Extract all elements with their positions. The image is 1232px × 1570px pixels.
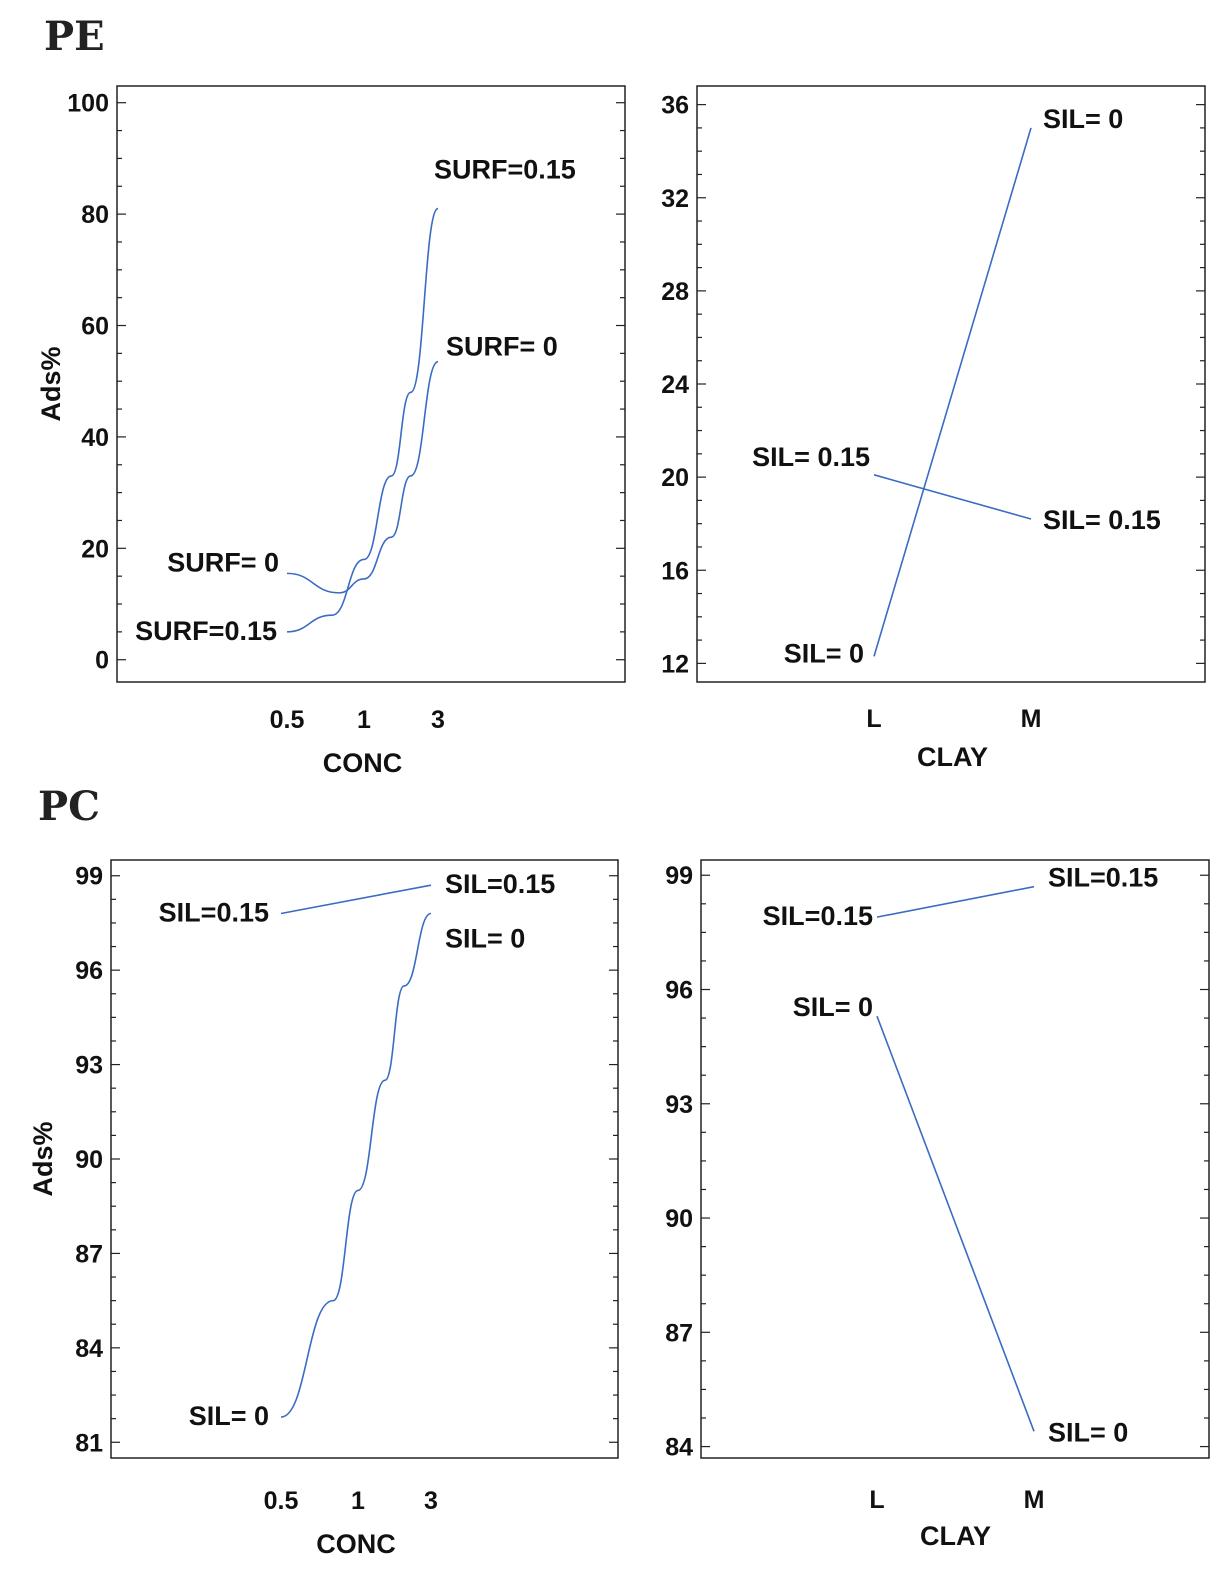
y-tick-label: 99 xyxy=(75,863,103,891)
y-tick-label: 99 xyxy=(665,862,693,890)
series-start-label: SIL=0.15 xyxy=(763,901,873,931)
y-tick-label: 100 xyxy=(67,90,109,118)
series-line xyxy=(876,1015,1035,1432)
series-end-label: SIL= 0 xyxy=(1048,1417,1128,1447)
series-line xyxy=(286,207,439,633)
x-tick-label: 1 xyxy=(357,706,371,734)
series-start-label: SIL=0.15 xyxy=(159,898,269,928)
y-tick-label: 93 xyxy=(75,1052,103,1080)
x-axis-label: CONC xyxy=(323,748,403,778)
y-tick-label: 84 xyxy=(75,1335,103,1363)
y-tick-label: 24 xyxy=(661,371,689,399)
y-tick-label: 80 xyxy=(81,201,109,229)
y-axis-label: Ads% xyxy=(36,346,66,421)
y-tick-label: 32 xyxy=(661,185,689,213)
x-tick-label: M xyxy=(1021,705,1042,733)
panel-pc-conc: 81 84 87 90 93 96 99 0.5 1 3 CONC Ads% SIL=0.15 SIL=0… xyxy=(28,859,619,1559)
series-start-label: SIL= 0 xyxy=(189,1401,269,1431)
y-tick-label: 60 xyxy=(81,313,109,341)
plot-frame xyxy=(116,85,626,683)
series-start-label: SIL= 0 xyxy=(784,638,864,668)
series-start-label: SIL= 0 xyxy=(793,992,873,1022)
y-tick-label: 87 xyxy=(75,1240,103,1268)
series-start-label: SURF=0.15 xyxy=(135,616,277,646)
series-line xyxy=(280,884,432,915)
x-tick-label: M xyxy=(1024,1486,1045,1514)
y-tick-label: 20 xyxy=(661,464,689,492)
series-line xyxy=(280,912,432,1418)
series-start-label: SIL= 0.15 xyxy=(752,442,870,472)
y-tick-label: 0 xyxy=(95,647,109,675)
series-line xyxy=(876,885,1035,918)
series-end-label: SIL=0.15 xyxy=(1048,863,1158,893)
series-end-label: SURF= 0 xyxy=(446,332,558,362)
y-tick-label: 16 xyxy=(661,557,689,585)
y-tick-label: 20 xyxy=(81,535,109,563)
y-tick-label: 81 xyxy=(75,1429,103,1457)
x-tick-label: 1 xyxy=(351,1487,365,1515)
series-end-label: SIL= 0 xyxy=(445,924,525,954)
y-tick-label: 40 xyxy=(81,424,109,452)
x-tick-label: 3 xyxy=(424,1487,438,1515)
series-line xyxy=(286,360,439,594)
x-tick-label: 0.5 xyxy=(264,1487,299,1515)
plot-frame xyxy=(696,85,1206,683)
plot-frame xyxy=(110,859,619,1459)
section-title-pc: PC xyxy=(38,783,100,830)
series-line xyxy=(873,127,1032,657)
panel-pc-clay: 84 87 90 93 96 99 L M CLAY SIL=0.15 SIL=0.15 SIL= 0… xyxy=(665,859,1210,1551)
y-tick-label: 36 xyxy=(661,92,689,120)
panel-pe-clay: 12 16 20 24 28 32 36 L M CLAY SIL= 0 SIL= 0 SIL= 0.1… xyxy=(661,85,1206,772)
series-end-label: SIL= 0 xyxy=(1043,104,1123,134)
y-tick-label: 12 xyxy=(661,650,689,678)
y-tick-label: 84 xyxy=(665,1434,693,1462)
panel-pe-conc: 0 20 40 60 80 100 0.5 1 3 CONC Ads% SURF= 0 SURF= 0 S… xyxy=(36,85,626,778)
x-axis-label: CONC xyxy=(316,1529,396,1559)
y-tick-label: 96 xyxy=(75,957,103,985)
x-axis-label: CLAY xyxy=(917,742,988,772)
series-start-label: SURF= 0 xyxy=(167,547,279,577)
y-tick-label: 87 xyxy=(665,1319,693,1347)
plot-frame xyxy=(700,859,1210,1459)
x-tick-label: 3 xyxy=(431,706,445,734)
x-tick-label: L xyxy=(866,705,881,733)
y-axis-label: Ads% xyxy=(28,1121,58,1196)
y-tick-label: 96 xyxy=(665,977,693,1005)
y-tick-label: 90 xyxy=(75,1146,103,1174)
x-tick-label: L xyxy=(869,1486,884,1514)
y-tick-label: 90 xyxy=(665,1205,693,1233)
section-title-pe: PE xyxy=(44,13,105,60)
x-axis-label: CLAY xyxy=(920,1521,991,1551)
y-tick-label: 28 xyxy=(661,278,689,306)
y-tick-label: 93 xyxy=(665,1091,693,1119)
x-tick-label: 0.5 xyxy=(270,706,305,734)
series-end-label: SURF=0.15 xyxy=(434,155,576,185)
series-end-label: SIL= 0.15 xyxy=(1043,505,1161,535)
series-end-label: SIL=0.15 xyxy=(445,869,555,899)
series-line xyxy=(873,474,1032,520)
